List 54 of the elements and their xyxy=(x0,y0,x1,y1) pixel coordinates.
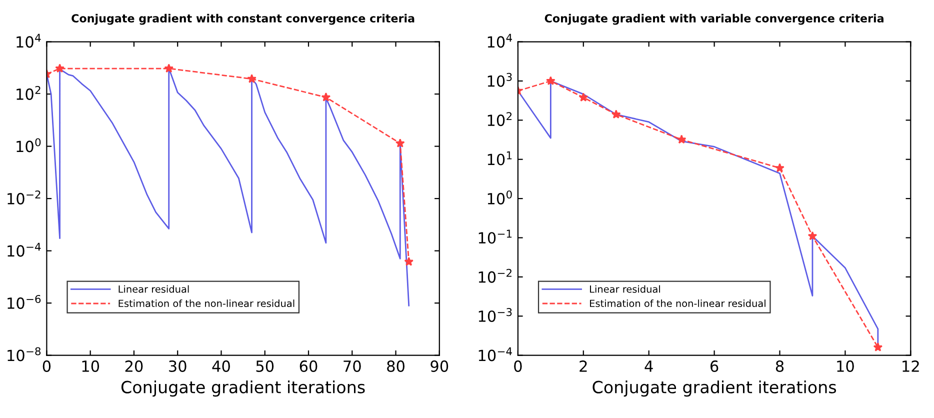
point xyxy=(247,74,256,83)
y-tick-label: 10$^{0}$ xyxy=(488,190,512,204)
y-tick-label: 10$^{4}$ xyxy=(16,34,41,48)
point xyxy=(775,163,784,172)
legend-label: Linear residual xyxy=(118,285,189,293)
x-tick-label: 4 xyxy=(644,360,653,372)
x-tick-label: 30 xyxy=(169,360,186,372)
x-tick-label: 50 xyxy=(256,360,274,372)
x-tick-label: 70 xyxy=(344,360,361,372)
legend-label: Estimation of the non-linear residual xyxy=(118,300,294,308)
x-tick-label: 60 xyxy=(300,360,318,372)
point xyxy=(395,138,405,148)
x-tick-label: 12 xyxy=(902,360,919,372)
point xyxy=(611,110,621,119)
point xyxy=(321,92,331,102)
point xyxy=(55,64,64,73)
y-tick-label: 10$^{3}$ xyxy=(488,72,512,87)
x-tick-label: 40 xyxy=(212,360,230,372)
y-tick-label: 10$^{−4}$ xyxy=(478,347,512,362)
y-tick-label: 10$^{−1}$ xyxy=(478,230,512,244)
y-tick-label: 10$^{4}$ xyxy=(488,34,512,48)
chart-title: Conjugate gradient with variable convergence criteria xyxy=(544,14,884,25)
x-tick-label: 90 xyxy=(430,360,448,372)
chart-title: Conjugate gradient with constant convergence criteria xyxy=(72,14,414,25)
x-tick-label: 10 xyxy=(837,360,854,372)
point xyxy=(404,256,414,266)
legend-label: Linear residual xyxy=(590,285,660,293)
x-axis-title: Conjugate gradient iterations xyxy=(592,380,836,397)
x-tick-label: 0 xyxy=(514,360,522,372)
y-tick-label: 10$^{−4}$ xyxy=(8,242,41,257)
y-tick-label: 10$^{−2}$ xyxy=(8,190,40,204)
y-tick-label: 10$^{−8}$ xyxy=(8,347,41,362)
point xyxy=(676,134,686,144)
y-tick-label: 10$^{−2}$ xyxy=(478,268,512,283)
point xyxy=(578,92,588,102)
x-tick-label: 0 xyxy=(42,360,51,372)
y-tick-label: 10$^{2}$ xyxy=(16,86,40,100)
point xyxy=(164,64,174,73)
x-tick-label: 10 xyxy=(82,360,100,372)
y-tick-label: 10$^{2}$ xyxy=(488,112,512,126)
y-tick-label: 10$^{0}$ xyxy=(16,138,41,152)
x-tick-label: 2 xyxy=(580,360,587,372)
legend-label: Estimation of the non-linear residual xyxy=(590,300,766,308)
x-tick-label: 8 xyxy=(776,360,784,372)
point xyxy=(873,342,883,352)
x-tick-label: 20 xyxy=(125,360,143,372)
point xyxy=(808,231,818,240)
x-axis-title: Conjugate gradient iterations xyxy=(121,380,365,397)
x-tick-label: 6 xyxy=(710,360,718,372)
x-tick-label: 80 xyxy=(387,360,404,372)
y-tick-label: 10$^{−6}$ xyxy=(8,294,41,309)
y-tick-label: 10$^{−3}$ xyxy=(478,308,512,322)
y-tick-label: 10$^{1}$ xyxy=(488,151,512,166)
point xyxy=(546,76,556,86)
